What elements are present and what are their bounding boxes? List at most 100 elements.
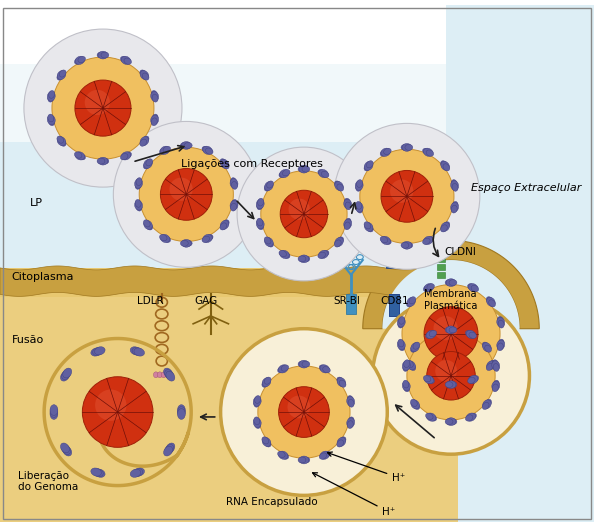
Ellipse shape <box>254 399 260 407</box>
Ellipse shape <box>404 360 410 367</box>
Ellipse shape <box>146 159 153 166</box>
Ellipse shape <box>443 222 450 229</box>
Ellipse shape <box>410 345 418 352</box>
Ellipse shape <box>482 342 489 349</box>
Ellipse shape <box>178 405 185 415</box>
Ellipse shape <box>135 200 141 207</box>
Polygon shape <box>382 260 519 329</box>
Ellipse shape <box>409 297 416 304</box>
Ellipse shape <box>319 453 327 459</box>
Ellipse shape <box>409 363 416 370</box>
Ellipse shape <box>449 327 457 333</box>
Circle shape <box>288 199 310 220</box>
Ellipse shape <box>441 222 450 231</box>
Ellipse shape <box>449 382 457 387</box>
Ellipse shape <box>498 343 503 351</box>
Ellipse shape <box>422 238 430 245</box>
Ellipse shape <box>445 327 453 333</box>
Ellipse shape <box>262 437 271 446</box>
Ellipse shape <box>130 469 141 477</box>
Ellipse shape <box>202 236 210 242</box>
Circle shape <box>139 148 233 241</box>
Ellipse shape <box>63 368 72 378</box>
Ellipse shape <box>398 320 404 328</box>
Ellipse shape <box>344 222 350 230</box>
Ellipse shape <box>48 114 54 122</box>
Ellipse shape <box>278 365 288 373</box>
Ellipse shape <box>140 136 148 145</box>
Ellipse shape <box>256 219 264 229</box>
Text: H⁺: H⁺ <box>313 473 396 517</box>
Ellipse shape <box>262 380 268 387</box>
Ellipse shape <box>152 118 157 125</box>
Polygon shape <box>597 118 606 461</box>
Ellipse shape <box>97 158 105 164</box>
Ellipse shape <box>493 380 499 388</box>
Ellipse shape <box>202 147 210 153</box>
Ellipse shape <box>302 361 310 367</box>
Ellipse shape <box>364 222 373 231</box>
Ellipse shape <box>492 360 498 367</box>
Ellipse shape <box>255 396 261 403</box>
Ellipse shape <box>468 284 475 290</box>
Ellipse shape <box>337 437 346 446</box>
Ellipse shape <box>91 468 101 476</box>
Ellipse shape <box>258 198 264 206</box>
Ellipse shape <box>302 457 310 463</box>
Circle shape <box>427 352 475 400</box>
Ellipse shape <box>57 71 66 80</box>
Ellipse shape <box>258 222 264 230</box>
Circle shape <box>402 285 500 383</box>
Ellipse shape <box>267 240 273 247</box>
Ellipse shape <box>165 369 174 379</box>
Circle shape <box>287 396 310 418</box>
Circle shape <box>75 80 131 136</box>
Ellipse shape <box>348 399 354 407</box>
Ellipse shape <box>402 381 410 391</box>
Ellipse shape <box>323 367 330 373</box>
Ellipse shape <box>319 170 328 178</box>
Ellipse shape <box>424 376 431 382</box>
Ellipse shape <box>144 220 150 227</box>
Text: Ligações com Receptores: Ligações com Receptores <box>181 159 323 169</box>
Circle shape <box>373 297 530 454</box>
Ellipse shape <box>449 280 457 286</box>
Text: LP: LP <box>30 198 42 208</box>
Ellipse shape <box>164 368 173 378</box>
Ellipse shape <box>335 240 341 247</box>
Bar <box>438 264 445 270</box>
Ellipse shape <box>262 437 268 444</box>
Ellipse shape <box>424 284 434 292</box>
Bar <box>389 295 399 316</box>
Ellipse shape <box>63 446 72 456</box>
Ellipse shape <box>184 142 192 149</box>
Ellipse shape <box>151 92 159 101</box>
Ellipse shape <box>403 380 409 388</box>
Ellipse shape <box>424 236 433 245</box>
Ellipse shape <box>344 219 351 229</box>
Ellipse shape <box>337 440 344 447</box>
Ellipse shape <box>487 297 495 306</box>
Ellipse shape <box>298 166 306 172</box>
Ellipse shape <box>407 361 416 370</box>
Ellipse shape <box>452 183 458 191</box>
Ellipse shape <box>339 437 346 444</box>
Circle shape <box>381 170 433 222</box>
Ellipse shape <box>498 317 503 324</box>
Circle shape <box>82 377 153 447</box>
Ellipse shape <box>401 242 409 248</box>
Ellipse shape <box>441 161 447 168</box>
Ellipse shape <box>399 317 405 324</box>
Circle shape <box>24 29 182 187</box>
Ellipse shape <box>443 164 450 171</box>
Ellipse shape <box>181 142 191 149</box>
Ellipse shape <box>398 339 404 347</box>
Ellipse shape <box>265 181 273 191</box>
Ellipse shape <box>466 413 476 421</box>
Ellipse shape <box>265 238 273 247</box>
Ellipse shape <box>452 201 458 209</box>
Ellipse shape <box>161 372 166 378</box>
Ellipse shape <box>320 365 330 373</box>
Polygon shape <box>363 240 539 329</box>
Circle shape <box>433 316 458 340</box>
